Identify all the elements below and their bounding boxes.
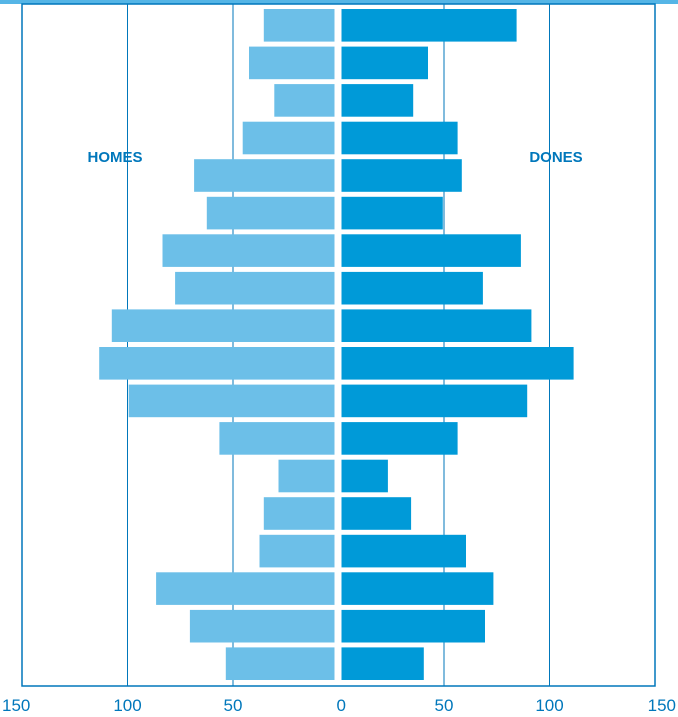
x-tick-label: 100: [535, 696, 563, 715]
dones-bar: [341, 9, 517, 42]
dones-label: DONES: [529, 149, 582, 166]
x-tick-label: 150: [2, 696, 30, 715]
dones-bars: [341, 9, 574, 680]
homes-label: HOMES: [87, 149, 142, 166]
homes-bar: [225, 647, 336, 680]
dones-bar: [341, 609, 485, 643]
homes-bar: [219, 422, 336, 455]
dones-bar: [341, 271, 483, 305]
x-tick-label: 0: [337, 696, 346, 715]
homes-bar: [249, 46, 336, 80]
homes-bar: [259, 534, 336, 568]
homes-bar: [128, 384, 336, 418]
homes-bar: [274, 84, 336, 117]
homes-bar: [189, 609, 336, 643]
dones-bar: [341, 384, 528, 418]
x-tick-label: 50: [435, 696, 454, 715]
dones-bar: [341, 46, 428, 80]
x-axis-ticks: 150 100 50 0 50 100 150: [2, 696, 676, 715]
dones-bar: [341, 196, 443, 230]
homes-bar: [111, 309, 336, 342]
homes-bar: [242, 121, 336, 155]
homes-bar: [206, 196, 336, 230]
x-tick-label: 150: [648, 696, 676, 715]
dones-bar: [341, 497, 412, 530]
top-accent-bar: [0, 0, 678, 4]
homes-bar: [194, 159, 336, 192]
dones-bar: [341, 309, 532, 342]
dones-bar: [341, 534, 466, 568]
dones-bar: [341, 422, 458, 455]
homes-bars: [99, 9, 336, 680]
homes-bar: [263, 497, 336, 530]
dones-bar: [341, 647, 424, 680]
x-tick-label: 100: [113, 696, 141, 715]
dones-bar: [341, 159, 462, 192]
dones-bar: [341, 234, 521, 267]
homes-bar: [263, 9, 336, 42]
dones-bar: [341, 572, 494, 605]
homes-bar: [278, 459, 336, 493]
homes-bar: [175, 271, 336, 305]
homes-bar: [162, 234, 336, 267]
plot-frame: [21, 3, 656, 687]
dones-bar: [341, 121, 458, 155]
dones-bar: [341, 459, 388, 493]
dones-bar: [341, 84, 414, 117]
x-tick-label: 50: [224, 696, 243, 715]
homes-bar: [99, 347, 336, 380]
homes-bar: [156, 572, 336, 605]
dones-bar: [341, 347, 574, 380]
